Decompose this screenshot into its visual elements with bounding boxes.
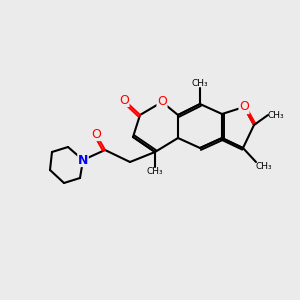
- Text: O: O: [239, 100, 249, 113]
- Text: CH₃: CH₃: [192, 79, 208, 88]
- Text: O: O: [91, 128, 101, 140]
- Text: O: O: [157, 95, 167, 109]
- Text: CH₃: CH₃: [256, 162, 273, 171]
- Text: CH₃: CH₃: [147, 167, 163, 176]
- Text: N: N: [78, 154, 88, 166]
- Text: CH₃: CH₃: [268, 110, 285, 119]
- Text: O: O: [119, 94, 129, 106]
